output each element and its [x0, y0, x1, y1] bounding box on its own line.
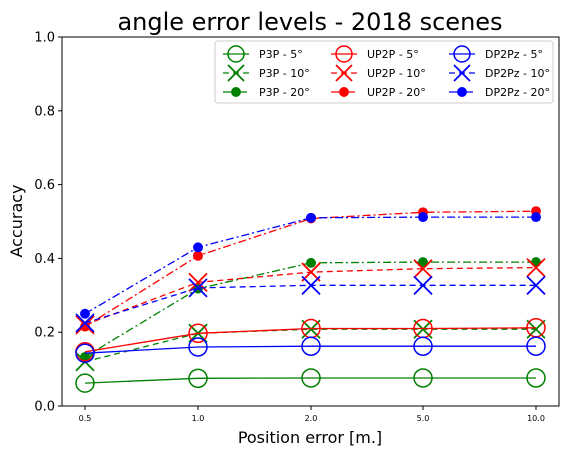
data-point-dp2pz-10deg [413, 275, 433, 295]
series-up2p-10deg [75, 257, 546, 335]
data-point-p3p-5deg [413, 368, 433, 388]
legend-marker-dp2pz-5deg [453, 45, 471, 63]
data-point-up2p-10deg [526, 257, 546, 278]
series-line-dp2pz-10deg [84, 284, 536, 324]
series-p3p-5deg [75, 368, 546, 393]
series-dp2pz-10deg [75, 275, 546, 333]
data-point-dp2pz-5deg [301, 336, 321, 356]
legend-label: DP2Pz - 5° [485, 48, 543, 61]
data-point-dp2pz-5deg [413, 336, 433, 356]
x-axis-label: Position error [m.] [238, 428, 382, 447]
series-line-p3p-20deg [84, 261, 536, 358]
data-point-dp2pz-20deg [306, 212, 316, 223]
y-tick-label: 0.2 [34, 326, 55, 341]
legend-label: UP2P - 20° [367, 86, 426, 99]
series-line-p3p-5deg [84, 377, 536, 384]
legend-label: P3P - 20° [259, 86, 310, 99]
data-point-dp2pz-20deg [193, 242, 203, 253]
legend-marker-up2p-5deg [335, 45, 353, 63]
legend-label: UP2P - 10° [367, 67, 426, 80]
data-point-up2p-5deg [188, 323, 208, 344]
data-point-dp2pz-10deg [188, 278, 208, 298]
legend-marker-p3p-10deg [227, 64, 245, 82]
series-dp2pz-5deg [75, 336, 546, 363]
legend-marker-dp2pz-20deg [457, 87, 467, 97]
data-point-dp2pz-5deg [188, 337, 208, 357]
x-tick-label: 2.0 [305, 414, 318, 423]
legend-entry-dp2pz-20deg: DP2Pz - 20° [449, 86, 550, 99]
data-point-p3p-20deg [306, 257, 316, 268]
series-line-dp2pz-5deg [84, 345, 536, 354]
legend-box [214, 40, 554, 104]
legend-entry-up2p-20deg: UP2P - 20° [331, 86, 426, 99]
legend-label: UP2P - 5° [367, 48, 419, 61]
x-tick-label: 0.5 [79, 414, 92, 423]
legend-label: DP2Pz - 10° [485, 67, 550, 80]
series-line-up2p-5deg [84, 327, 537, 353]
data-point-p3p-10deg [526, 319, 546, 339]
x-tick-label: 1.0 [192, 414, 205, 423]
data-point-dp2pz-20deg [418, 212, 428, 223]
legend-entry-up2p-5deg: UP2P - 5° [331, 45, 419, 63]
y-axis-label: Accuracy [7, 184, 26, 257]
data-point-dp2pz-10deg [526, 275, 546, 295]
data-point-up2p-10deg [301, 262, 321, 282]
y-tick-label: 1.0 [34, 31, 55, 46]
legend-entry-p3p-20deg: P3P - 20° [223, 86, 310, 99]
data-point-p3p-5deg [188, 368, 208, 389]
x-axis-ticks: 0.5 1.0 2.0 5.0 10.0 [79, 406, 545, 423]
y-tick-label: 0.6 [34, 178, 55, 193]
legend-label: P3P - 10° [259, 67, 310, 80]
chart-title: angle error levels - 2018 scenes [117, 8, 502, 36]
legend: P3P - 5° P3P - 10° P3P - 20° UP2P - 5° UP2P … [214, 40, 554, 104]
legend-entry-p3p-5deg: P3P - 5° [223, 45, 303, 63]
data-point-up2p-20deg [193, 250, 203, 261]
data-point-p3p-20deg [531, 257, 541, 268]
series-line-up2p-10deg [84, 266, 537, 326]
y-tick-label: 0.8 [34, 104, 55, 119]
legend-marker-up2p-10deg [335, 64, 353, 82]
data-point-dp2pz-5deg [75, 343, 95, 363]
data-point-p3p-5deg [526, 368, 546, 388]
legend-entry-up2p-10deg: UP2P - 10° [331, 64, 426, 82]
legend-marker-p3p-5deg [227, 45, 245, 63]
data-point-dp2pz-10deg [301, 275, 321, 295]
data-point-dp2pz-20deg [531, 212, 541, 223]
legend-marker-dp2pz-10deg [453, 64, 471, 82]
series-line-p3p-10deg [84, 328, 536, 363]
series-line-up2p-20deg [84, 210, 537, 328]
legend-entry-p3p-10deg: P3P - 10° [223, 64, 310, 82]
legend-label: P3P - 5° [259, 48, 303, 61]
legend-entry-dp2pz-5deg: DP2Pz - 5° [449, 45, 543, 63]
legend-entry-dp2pz-10deg: DP2Pz - 10° [449, 64, 550, 82]
x-tick-label: 5.0 [417, 414, 430, 423]
legend-marker-p3p-20deg [231, 87, 241, 97]
y-axis-ticks: 0.0 0.2 0.4 0.6 0.8 1.0 [34, 31, 62, 415]
legend-marker-up2p-20deg [339, 87, 349, 97]
data-point-p3p-5deg [75, 373, 95, 393]
data-point-p3p-5deg [301, 368, 321, 388]
legend-label: DP2Pz - 20° [485, 86, 550, 99]
data-point-p3p-20deg [418, 257, 428, 268]
data-point-dp2pz-20deg [80, 308, 90, 319]
data-point-up2p-10deg [413, 259, 433, 279]
plot-area [75, 206, 546, 393]
series-dp2pz-20deg [80, 212, 541, 319]
data-point-dp2pz-5deg [526, 336, 546, 356]
series-up2p-20deg [80, 206, 541, 332]
y-tick-label: 0.0 [34, 400, 55, 415]
data-point-dp2pz-10deg [75, 313, 95, 333]
y-tick-label: 0.4 [34, 252, 55, 267]
data-point-p3p-20deg [80, 351, 90, 362]
x-tick-label: 10.0 [527, 414, 545, 423]
